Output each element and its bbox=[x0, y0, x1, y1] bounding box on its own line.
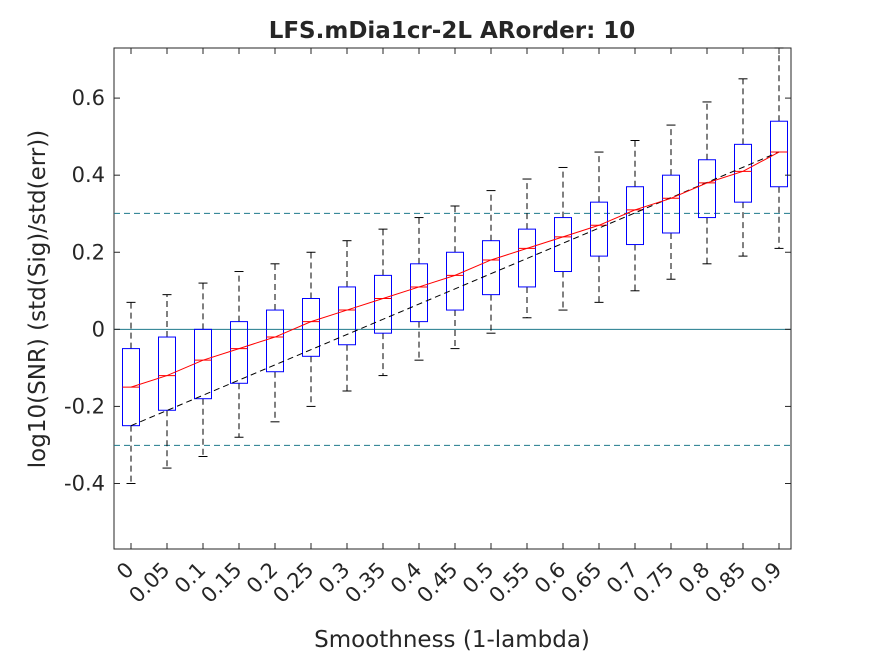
y-tick-label: 0.2 bbox=[72, 240, 105, 264]
y-tick-label: -0.4 bbox=[64, 471, 105, 495]
box-0.55 bbox=[518, 178, 536, 319]
box-body bbox=[482, 240, 500, 296]
box-body bbox=[698, 159, 716, 219]
y-tick-label: 0 bbox=[92, 317, 105, 341]
boxes bbox=[122, 47, 788, 484]
box-body bbox=[626, 186, 644, 246]
box-0.5 bbox=[482, 190, 500, 334]
box-0.05 bbox=[158, 294, 176, 469]
mean-line bbox=[130, 151, 780, 388]
box-0 bbox=[122, 301, 140, 484]
box-0.2 bbox=[266, 263, 284, 423]
x-axis-label: Smoothness (1-lambda) bbox=[314, 627, 590, 653]
box-body bbox=[266, 309, 284, 373]
reference-lines bbox=[114, 212, 791, 446]
box-body bbox=[554, 217, 572, 273]
overlay-lines bbox=[130, 151, 780, 427]
box-body bbox=[158, 336, 176, 411]
plot-area bbox=[113, 47, 792, 550]
box-body bbox=[302, 298, 320, 357]
chart-title: LFS.mDia1cr-2L ARorder: 10 bbox=[269, 18, 636, 44]
box-0.7 bbox=[626, 139, 644, 292]
box-body bbox=[662, 174, 680, 234]
trend-line bbox=[130, 151, 780, 427]
box-0.75 bbox=[662, 124, 680, 280]
box-body bbox=[410, 263, 428, 323]
box-body bbox=[374, 274, 392, 334]
box-body bbox=[518, 228, 536, 288]
box-0.8 bbox=[698, 101, 716, 265]
y-tick-label: 0.4 bbox=[72, 163, 105, 187]
box-body bbox=[734, 143, 752, 203]
box-0.25 bbox=[302, 251, 320, 407]
y-tick-label: -0.2 bbox=[64, 394, 105, 418]
box-body bbox=[230, 321, 248, 384]
y-tick-label: 0.6 bbox=[72, 86, 105, 110]
box-body bbox=[338, 286, 356, 346]
box-body bbox=[590, 201, 608, 257]
y-axis-label: log10(SNR) (std(Sig)/std(err)) bbox=[25, 130, 51, 468]
box-body bbox=[446, 251, 464, 311]
box-body bbox=[770, 120, 788, 188]
